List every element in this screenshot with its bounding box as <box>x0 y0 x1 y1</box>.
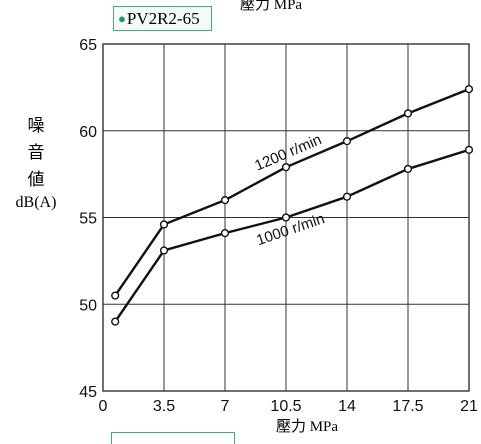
x-axis-label: 壓力 MPa <box>276 418 338 435</box>
x-tick-label: 0 <box>99 398 108 415</box>
data-point <box>111 291 120 300</box>
y-tick-label: 55 <box>79 211 97 228</box>
data-point <box>111 317 120 326</box>
data-point <box>403 164 413 174</box>
x-tick-label: 3.5 <box>153 398 175 415</box>
top-pressure-unit: 壓力 MPa <box>240 0 303 13</box>
grid <box>102 43 470 392</box>
x-tick-label: 21 <box>460 398 478 415</box>
data-point <box>220 196 230 205</box>
y-tick-label: 50 <box>79 297 97 314</box>
x-tick-label: 10.5 <box>270 398 301 415</box>
series-2: 1000 r/min <box>111 145 474 326</box>
data-point <box>281 213 291 222</box>
y-axis-unit: dB(A) <box>15 194 57 211</box>
data-point <box>403 109 413 118</box>
y-tick-label: 65 <box>79 37 97 54</box>
data-point <box>281 163 291 172</box>
data-point <box>220 229 230 238</box>
tick-labels: 0 3.5 7 10.5 14 17.5 21 45 50 55 60 65 <box>79 37 478 415</box>
y-axis-label-char-1: 噪 <box>27 116 45 135</box>
x-tick-label: 7 <box>221 398 230 415</box>
y-axis-label: 噪 音 値 dB(A) <box>4 112 68 212</box>
series-1: 1200 r/min <box>111 85 474 300</box>
bullet-icon: ● <box>118 10 126 26</box>
y-tick-label: 45 <box>79 384 97 401</box>
data-point <box>464 145 474 154</box>
model-badge: ● PV2R2-65 <box>113 6 212 31</box>
y-tick-label: 60 <box>79 124 97 141</box>
data-point <box>159 246 169 255</box>
data-point <box>342 192 352 201</box>
y-axis-label-char-2: 音 <box>27 143 45 162</box>
data-point <box>342 137 352 146</box>
data-point <box>464 85 474 94</box>
series-line <box>114 87 470 297</box>
data-point <box>159 220 169 229</box>
y-axis-label-char-3: 値 <box>27 170 45 189</box>
x-tick-label: 14 <box>338 398 356 415</box>
x-tick-label: 17.5 <box>392 398 423 415</box>
next-model-badge <box>111 432 235 444</box>
model-name: PV2R2-65 <box>126 8 200 28</box>
